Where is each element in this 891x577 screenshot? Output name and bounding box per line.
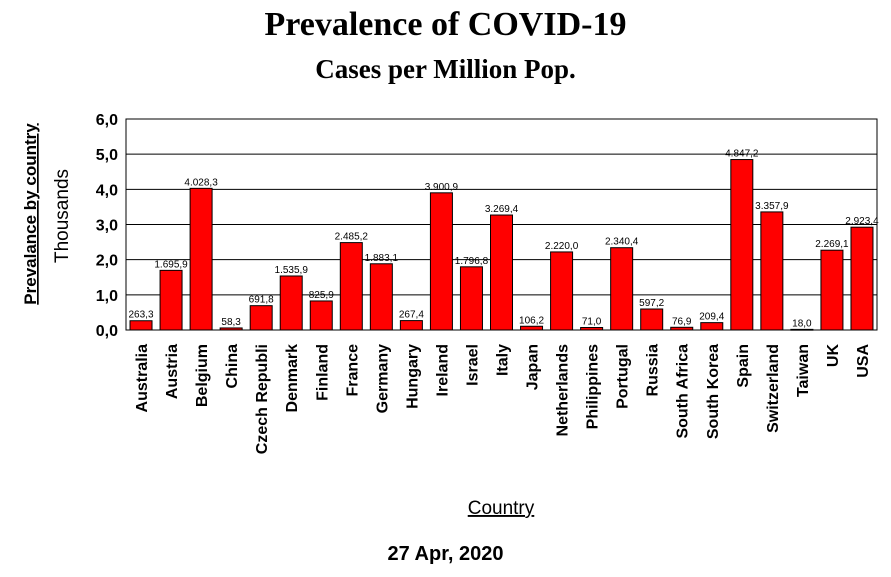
x-tick-label: South Korea xyxy=(705,344,722,439)
bar xyxy=(850,226,874,331)
data-label: 4.847,2 xyxy=(725,149,759,160)
data-label: 3.357,9 xyxy=(755,201,789,212)
data-label: 2.269,1 xyxy=(815,239,849,250)
x-tick-label: Taiwan xyxy=(795,344,812,397)
bar xyxy=(339,242,363,331)
bar xyxy=(760,211,784,331)
bars xyxy=(129,159,874,331)
data-label: 2.220,0 xyxy=(545,241,579,252)
x-tick-label: Germany xyxy=(374,344,391,413)
bar xyxy=(550,251,574,331)
data-label: 1.695,9 xyxy=(154,259,188,270)
bar xyxy=(279,275,303,331)
value-labels: 263,3 1.695,9 4.028,3 58,3 691,8 1.535,9 825,9… xyxy=(129,149,880,330)
bar xyxy=(189,187,213,331)
date-label: 27 Apr, 2020 xyxy=(387,543,504,565)
x-tick-label: Denmark xyxy=(284,344,301,413)
x-tick-label: Austria xyxy=(164,344,181,399)
data-label: 267,4 xyxy=(399,310,424,321)
x-tick-label: Philippines xyxy=(585,344,602,429)
x-tick-label: Switzerland xyxy=(765,344,782,433)
data-label: 691,8 xyxy=(249,295,274,306)
data-label: 71,0 xyxy=(582,317,602,328)
x-tick-label: Russia xyxy=(645,344,662,397)
data-label: 2.485,2 xyxy=(335,232,369,243)
y-tick-labels: 0,0 1,0 2,0 3,0 4,0 5,0 6,0 xyxy=(96,112,118,340)
bar xyxy=(249,305,273,331)
data-label: 825,9 xyxy=(309,290,334,301)
y-tick-label: 0,0 xyxy=(96,323,118,340)
data-label: 1.883,1 xyxy=(365,253,399,264)
chart-title: Prevalence of COVID-19 xyxy=(264,6,627,43)
bar xyxy=(700,322,724,331)
x-tick-label: Japan xyxy=(525,344,542,390)
bar xyxy=(309,300,333,331)
bar xyxy=(369,263,393,331)
x-tick-label: Czech Republi xyxy=(254,344,271,454)
bar xyxy=(159,269,183,331)
data-label: 2.923,4 xyxy=(845,216,879,227)
x-tick-labels: Australia Austria Belgium China Czech Republ… xyxy=(134,344,872,455)
y-tick-label: 3,0 xyxy=(96,218,118,235)
data-label: 4.028,3 xyxy=(184,177,218,188)
y-axis-label: Prevalance by country xyxy=(21,123,40,305)
x-tick-label: China xyxy=(224,344,241,389)
x-tick-label: Belgium xyxy=(194,344,211,407)
x-tick-label: Finland xyxy=(314,344,331,401)
y-tick-label: 6,0 xyxy=(96,112,118,129)
bar xyxy=(820,249,844,331)
x-tick-label: Israel xyxy=(464,344,481,386)
x-tick-label: South Africa xyxy=(675,344,692,439)
data-label: 263,3 xyxy=(129,310,154,321)
y-tick-label: 4,0 xyxy=(96,182,118,199)
x-tick-label: Australia xyxy=(134,344,151,413)
bar xyxy=(459,266,483,331)
bar xyxy=(640,308,664,331)
y-tick-label: 5,0 xyxy=(96,147,118,164)
x-tick-label: Italy xyxy=(495,344,512,376)
bar xyxy=(490,214,513,331)
data-label: 2.340,4 xyxy=(605,237,639,248)
chart-subtitle: Cases per Million Pop. xyxy=(315,54,576,84)
data-label: 3.269,4 xyxy=(485,204,519,215)
x-axis-label: Country xyxy=(468,498,535,519)
data-label: 3.900,9 xyxy=(425,182,459,193)
data-label: 76,9 xyxy=(672,316,692,327)
x-tick-label: UK xyxy=(825,344,842,368)
x-tick-label: France xyxy=(344,344,361,397)
bar xyxy=(129,320,153,331)
data-label: 209,4 xyxy=(699,312,724,323)
data-label: 18,0 xyxy=(792,318,812,329)
data-label: 1.796,8 xyxy=(455,256,489,267)
bar xyxy=(730,159,754,331)
bar xyxy=(610,247,634,331)
y-tick-label: 2,0 xyxy=(96,253,118,270)
data-label: 1.535,9 xyxy=(275,265,309,276)
bar xyxy=(520,325,544,331)
x-tick-label: Ireland xyxy=(434,344,451,396)
bar xyxy=(399,320,423,331)
y-axis-units: Thousands xyxy=(52,169,73,263)
data-label: 106,2 xyxy=(519,315,544,326)
data-label: 597,2 xyxy=(639,298,664,309)
x-tick-label: Portugal xyxy=(615,344,632,409)
y-tick-label: 1,0 xyxy=(96,288,118,305)
bar xyxy=(429,192,453,331)
x-tick-label: Hungary xyxy=(404,344,421,409)
plot-frame xyxy=(125,118,878,331)
data-label: 58,3 xyxy=(221,317,241,328)
x-tick-label: Spain xyxy=(735,344,752,388)
x-tick-label: Netherlands xyxy=(555,344,572,437)
x-tick-label: USA xyxy=(855,344,872,378)
